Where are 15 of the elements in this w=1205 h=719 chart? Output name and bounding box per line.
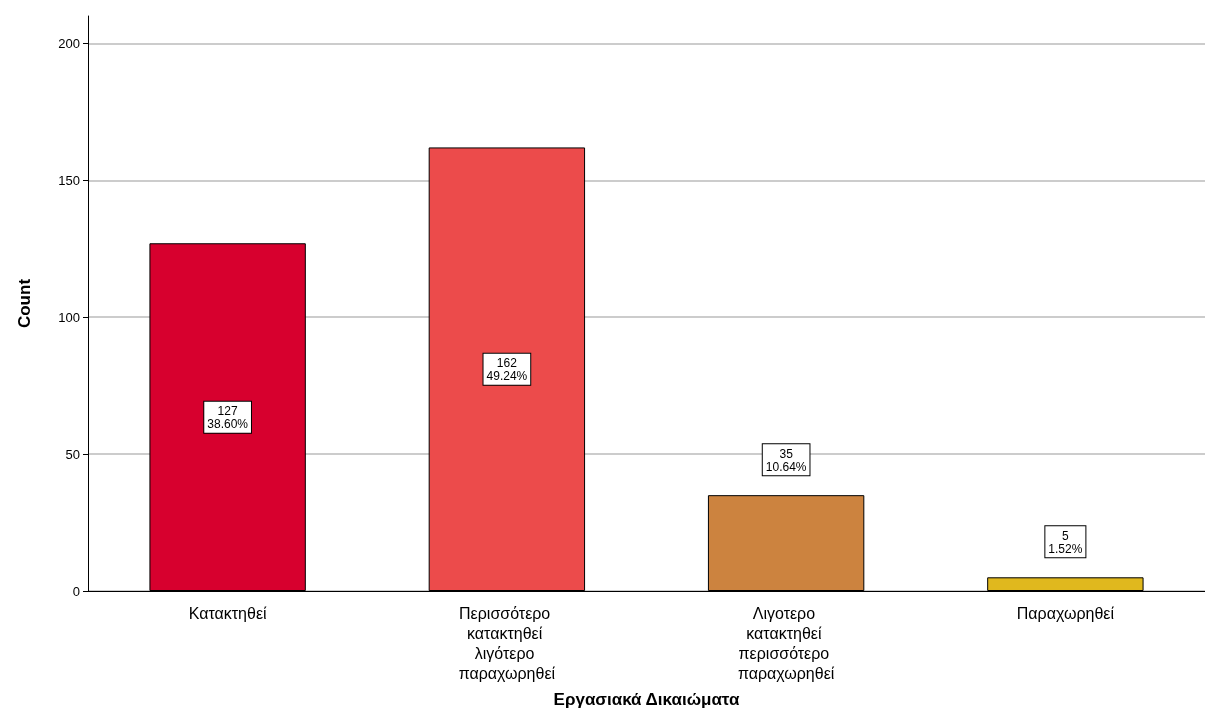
y-axis-title: Count (15, 278, 34, 329)
y-tick-label: 0 (72, 583, 80, 599)
x-tick-label: Περισσότερο κατακτηθεί λιγότερο παραχωρηθεί (458, 604, 556, 682)
data-label: 162 49.24% (486, 355, 528, 383)
y-tick-label: 150 (58, 172, 80, 188)
y-tick-label: 200 (58, 35, 80, 51)
x-tick-label: Κατακτηθεί (188, 604, 268, 622)
data-label: 5 1.52% (1048, 528, 1083, 556)
x-tick-label: Λιγοτερο κατακτηθεί περισσότερο παραχωρηθεί (737, 604, 835, 682)
x-tick-label: Παραχωρηθεί (1016, 604, 1115, 622)
data-label: 127 38.60% (207, 403, 249, 431)
x-axis-title: Εργασιακά Δικαιώματα (553, 690, 740, 709)
y-tick-label: 100 (58, 309, 80, 325)
y-tick-label: 50 (65, 446, 80, 462)
data-label: 35 10.64% (765, 446, 807, 474)
